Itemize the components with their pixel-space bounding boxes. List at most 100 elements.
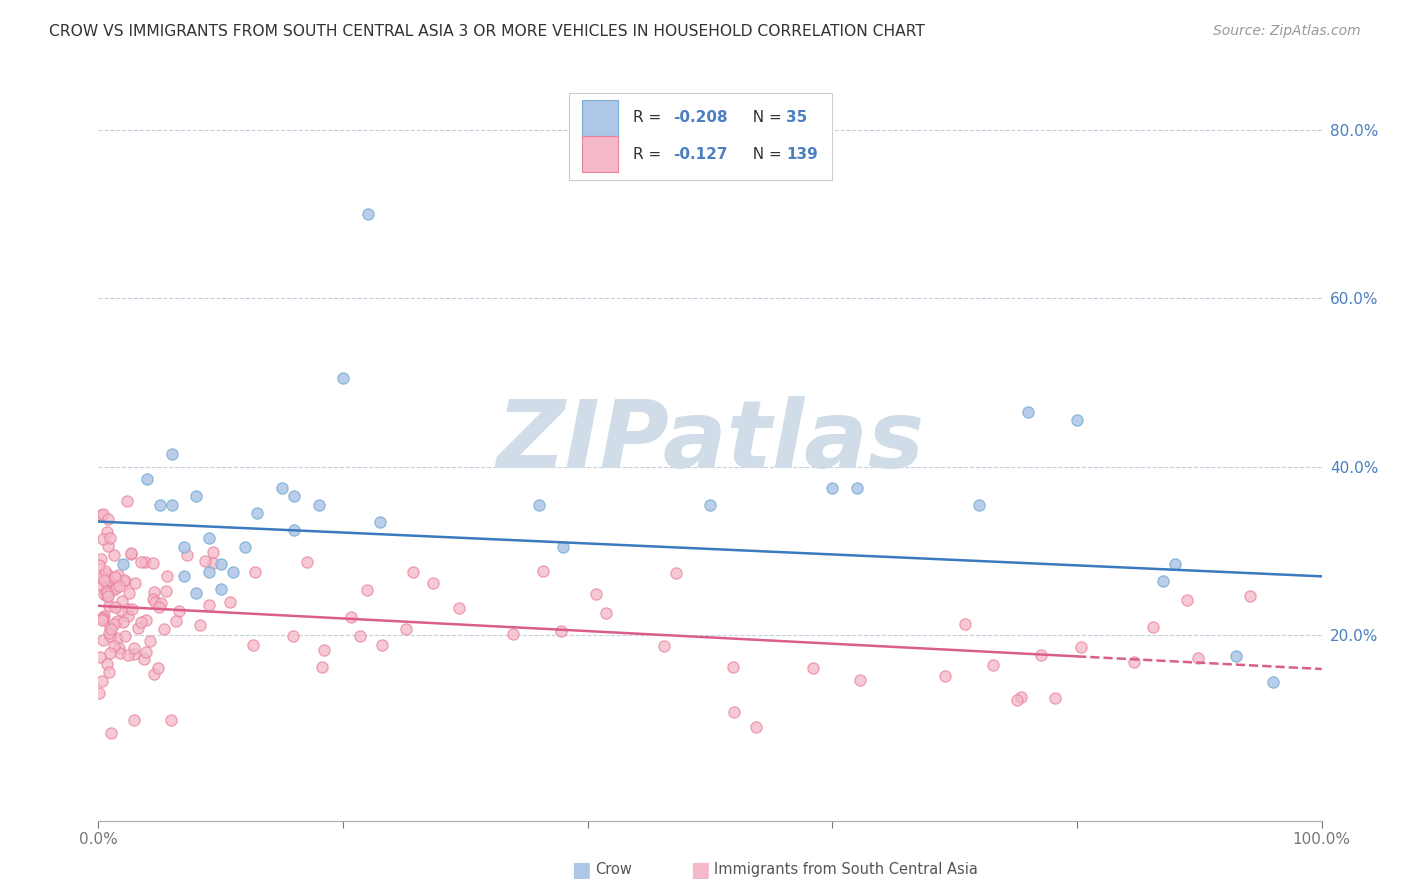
Point [148,661,170,675]
Point [821,481,844,495]
Point [101,583,124,598]
Point [723,706,745,720]
Point [295,555,318,569]
Point [120,546,142,560]
Point [96,525,118,540]
Point [100,622,122,636]
Point [112,574,135,588]
Point [1239,590,1261,604]
Point [98,599,121,613]
Point [120,547,142,561]
Text: Crow: Crow [595,863,631,877]
Point [270,481,294,495]
Point [188,617,211,632]
Point [155,583,177,598]
Point [91,508,114,522]
Point [118,585,141,599]
Point [553,540,575,554]
Point [311,660,333,674]
Point [368,515,391,529]
Point [134,555,156,569]
Point [93,587,115,601]
Text: R =: R = [633,147,671,162]
Point [135,613,157,627]
Text: Immigrants from South Central Asia: Immigrants from South Central Asia [714,863,979,877]
Text: R =: R = [633,111,666,125]
Point [1007,693,1029,707]
Text: 35: 35 [786,111,807,125]
Point [198,599,221,613]
Text: ZIPatlas: ZIPatlas [496,395,924,488]
Point [308,498,330,512]
Point [90,673,112,688]
Point [160,447,183,461]
Point [1187,651,1209,665]
Point [104,581,127,595]
Point [122,713,145,727]
Point [91,532,114,546]
Point [91,613,114,627]
Point [371,638,394,652]
Point [97,539,120,553]
Point [122,640,145,655]
Point [105,631,128,645]
Point [1164,557,1187,571]
Text: N =: N = [742,111,787,125]
Point [1175,592,1198,607]
Point [1066,413,1088,427]
Point [652,640,675,654]
Text: ■: ■ [571,860,591,880]
Point [97,512,120,526]
Point [160,498,183,512]
Point [967,498,990,512]
Point [395,622,418,636]
Point [349,629,371,643]
Point [332,371,354,385]
Point [89,686,111,700]
Point [1142,620,1164,634]
Point [222,565,245,579]
Point [219,595,242,609]
Point [89,650,111,665]
Point [1070,640,1092,654]
Point [186,586,208,600]
Point [745,720,768,734]
Point [108,579,131,593]
Point [121,602,143,616]
Point [115,494,138,508]
Point [449,600,471,615]
Point [699,498,721,512]
Point [142,592,165,607]
Text: 139: 139 [786,147,818,162]
Point [108,646,131,660]
Point [89,558,111,572]
Point [91,570,114,584]
Point [585,587,607,601]
Point [148,599,170,614]
Point [401,565,423,579]
Point [96,589,118,603]
Point [122,648,145,662]
Point [110,603,132,617]
Point [721,660,744,674]
Text: N =: N = [742,147,787,162]
Point [531,564,554,578]
Point [135,645,157,659]
Point [173,569,195,583]
Point [197,565,219,579]
Point [1261,674,1284,689]
Point [1017,405,1039,419]
Point [104,570,127,584]
Point [111,557,134,571]
Point [845,481,868,495]
Point [94,574,117,589]
Text: -0.208: -0.208 [673,111,728,125]
Point [201,556,224,570]
Point [1045,691,1067,706]
Point [283,523,305,537]
Point [94,564,117,578]
Text: -0.127: -0.127 [673,147,728,162]
Point [143,585,166,599]
Point [201,544,224,558]
Point [209,582,232,596]
